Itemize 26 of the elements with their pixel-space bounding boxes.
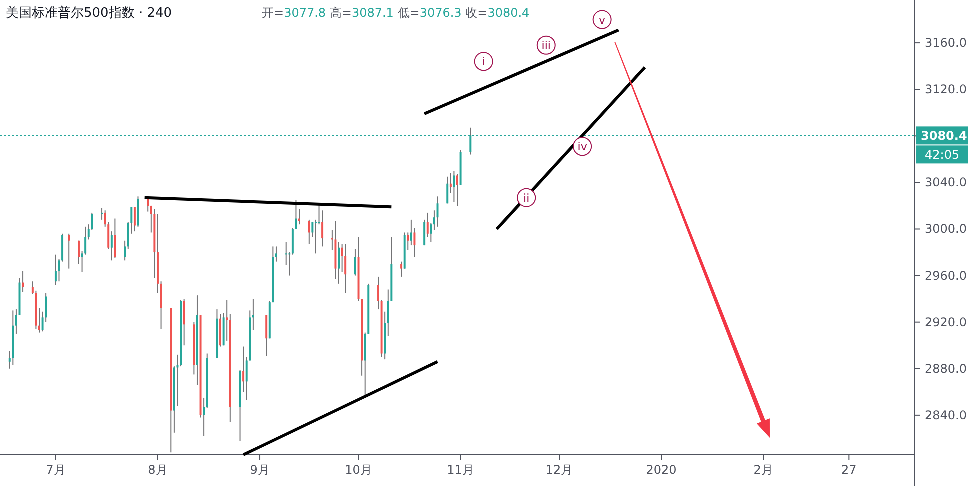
x-tick-label: 9月 [250, 463, 270, 477]
x-tick-label: 12月 [546, 463, 574, 477]
x-tick-label: 2月 [754, 463, 774, 477]
x-tick-label: 11月 [447, 463, 474, 477]
x-tick-label: 27 [842, 463, 857, 477]
y-tick-label: 3000.0 [925, 222, 967, 236]
y-tick-label: 2960.0 [925, 268, 967, 283]
text: 开=3077.8 高=3087.1 低=3076.3 收=3080.4 [262, 6, 530, 20]
y-tick-label: 3040.0 [925, 176, 967, 190]
annotation: i [482, 56, 486, 69]
y-tick-label: 2880.0 [925, 362, 967, 376]
x-tick-label: 10月 [345, 463, 372, 477]
annotation: ii [524, 192, 530, 205]
ref-line-label: 3080.4 [921, 129, 968, 144]
annotation: v [599, 14, 606, 27]
text: 美国标准普尔500指数 · 240 [6, 5, 172, 21]
y-tick-label: 2920.0 [925, 315, 967, 330]
text: 42:05 [925, 148, 960, 162]
y-tick-label: 3160.0 [925, 36, 967, 50]
annotation: iii [542, 39, 551, 52]
x-tick-label: 7月 [46, 463, 66, 477]
x-tick-label: 2020 [646, 463, 677, 477]
x-tick-label: 8月 [148, 463, 168, 477]
y-tick-label: 2840.0 [925, 408, 967, 422]
y-tick-label: 3120.0 [925, 82, 967, 97]
annotation: iv [578, 140, 588, 154]
